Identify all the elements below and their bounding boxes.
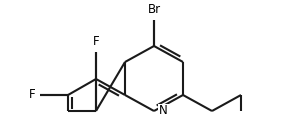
Text: Br: Br [147, 3, 161, 16]
Text: N: N [159, 104, 168, 117]
Text: F: F [29, 88, 36, 102]
Text: F: F [93, 35, 99, 48]
